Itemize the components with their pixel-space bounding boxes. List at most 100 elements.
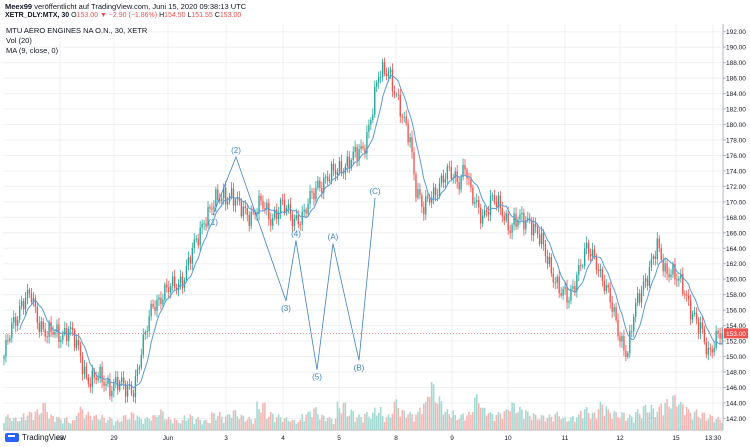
candle-body	[168, 287, 170, 293]
volume-bar	[328, 417, 331, 430]
candle-body	[699, 322, 702, 333]
y-tick-label: 144.00	[726, 400, 746, 407]
candle-body	[172, 276, 174, 286]
volume-bar	[199, 419, 201, 430]
volume-bar	[301, 414, 303, 430]
wave-label: (1)	[208, 218, 218, 227]
candle-body	[609, 287, 611, 303]
volume-bar	[379, 406, 382, 430]
volume-bar	[111, 418, 113, 430]
volume-bar	[685, 406, 688, 430]
candle-body	[680, 273, 682, 279]
volume-bar	[583, 409, 586, 430]
candle-body	[576, 274, 578, 292]
volume-bar	[462, 413, 464, 430]
candle-body	[599, 269, 602, 271]
candle-body	[550, 256, 553, 274]
candle-body	[28, 289, 31, 294]
volume-bar	[658, 406, 661, 430]
volume-bar	[18, 421, 21, 430]
volume-bar	[530, 419, 533, 430]
volume-bar	[707, 418, 710, 430]
volume-bar	[495, 414, 498, 430]
candle-body	[584, 248, 586, 266]
candle-body	[136, 369, 139, 377]
volume-bar	[118, 422, 121, 430]
volume-bar	[589, 418, 592, 430]
volume-bar	[368, 416, 370, 430]
volume-bar	[585, 406, 588, 430]
candle-body	[507, 213, 509, 231]
candle-body	[356, 146, 358, 160]
volume-bar	[136, 415, 139, 430]
volume-bar	[230, 417, 233, 430]
volume-bar	[503, 411, 506, 430]
candle-body	[166, 284, 168, 288]
x-tick-label: 3	[224, 435, 228, 442]
volume-bar	[705, 420, 708, 430]
candle-body	[38, 322, 40, 333]
volume-bar	[713, 422, 715, 430]
candle-body	[309, 191, 311, 204]
volume-bar	[387, 414, 390, 430]
volume-bar	[3, 422, 5, 430]
volume-bar	[678, 404, 680, 430]
candle-body	[448, 166, 451, 168]
wave-label: (4)	[291, 230, 301, 239]
candle-body	[317, 180, 319, 188]
candle-body	[391, 69, 394, 92]
candle-body	[438, 183, 441, 197]
candle-body	[93, 370, 95, 378]
volume-bar	[521, 409, 523, 430]
volume-bar	[450, 417, 453, 430]
candle-body	[497, 195, 500, 207]
candle-body	[24, 297, 27, 310]
volume-bar	[523, 419, 525, 430]
volume-bar	[144, 418, 147, 430]
volume-bar	[477, 403, 480, 430]
candle-body	[40, 321, 42, 333]
candle-body	[340, 161, 343, 174]
volume-bar	[205, 419, 207, 430]
candle-body	[464, 164, 466, 170]
volume-bar	[197, 417, 199, 430]
volume-bar	[22, 413, 25, 430]
candle-body	[254, 212, 256, 215]
candle-body	[487, 211, 490, 215]
y-tick-label: 178.00	[726, 138, 746, 145]
candle-body	[381, 62, 384, 78]
candle-body	[140, 354, 142, 368]
x-tick-label: 10	[504, 435, 512, 442]
volume-bar	[215, 419, 217, 430]
volume-bar	[24, 420, 27, 430]
volume-bar	[332, 424, 335, 430]
candle-body	[187, 257, 190, 266]
volume-bar	[611, 419, 613, 430]
candle-body	[279, 199, 282, 213]
volume-bar	[715, 419, 717, 430]
candle-body	[472, 187, 474, 204]
volume-bar	[579, 410, 582, 430]
volume-bar	[268, 416, 270, 430]
volume-bar	[319, 419, 321, 430]
candle-body	[224, 187, 227, 205]
volume-bar	[440, 401, 443, 430]
candle-body	[73, 330, 76, 348]
change-value: ▼ −2.90 (−1.86%)	[99, 12, 158, 19]
candle-body	[652, 256, 655, 259]
candle-body	[240, 201, 243, 217]
volume-bar	[91, 420, 94, 430]
volume-bar	[454, 414, 456, 430]
volume-bar	[195, 419, 198, 430]
candle-body	[425, 196, 427, 215]
candle-body	[89, 383, 91, 388]
candle-body	[684, 294, 686, 295]
volume-bar	[689, 412, 692, 430]
volume-bar	[419, 407, 421, 430]
volume-bar	[672, 395, 674, 430]
candle-body	[242, 206, 245, 217]
x-tick-label: Jun	[163, 435, 174, 442]
volume-bar	[370, 418, 372, 430]
candle-body	[366, 131, 368, 154]
